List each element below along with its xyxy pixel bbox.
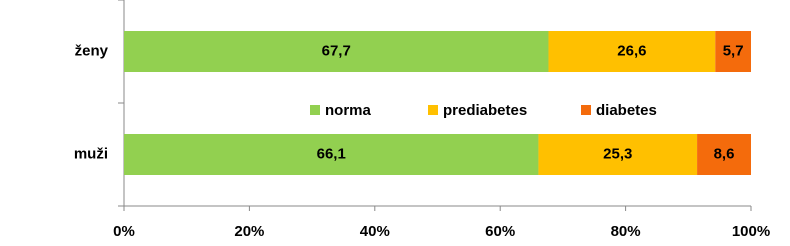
y-tick-label: ženy [75, 42, 109, 59]
x-tick-label: 60% [485, 223, 515, 240]
legend-label: prediabetes [443, 102, 527, 119]
legend-swatch [428, 105, 438, 115]
value-label: 5,7 [723, 42, 744, 59]
x-tick-label: 0% [113, 223, 135, 240]
value-label: 8,6 [714, 145, 735, 162]
y-tick-label: muži [74, 145, 108, 162]
value-label: 25,3 [603, 145, 632, 162]
x-tick-label: 100% [732, 223, 770, 240]
legend-swatch [581, 105, 591, 115]
bar-segment [538, 134, 698, 175]
bar-segment [548, 31, 716, 72]
value-label: 67,7 [322, 42, 351, 59]
x-tick-label: 80% [611, 223, 641, 240]
legend-label: diabetes [596, 102, 657, 119]
legend-label: norma [325, 102, 372, 119]
bar-segment [124, 31, 549, 72]
x-tick-label: 40% [360, 223, 390, 240]
bar-segment [697, 134, 751, 175]
x-tick-label: 20% [234, 223, 264, 240]
value-label: 66,1 [317, 145, 346, 162]
bar-segment [715, 31, 751, 72]
bar-segment [124, 134, 539, 175]
legend-swatch [310, 105, 320, 115]
value-label: 26,6 [617, 42, 646, 59]
